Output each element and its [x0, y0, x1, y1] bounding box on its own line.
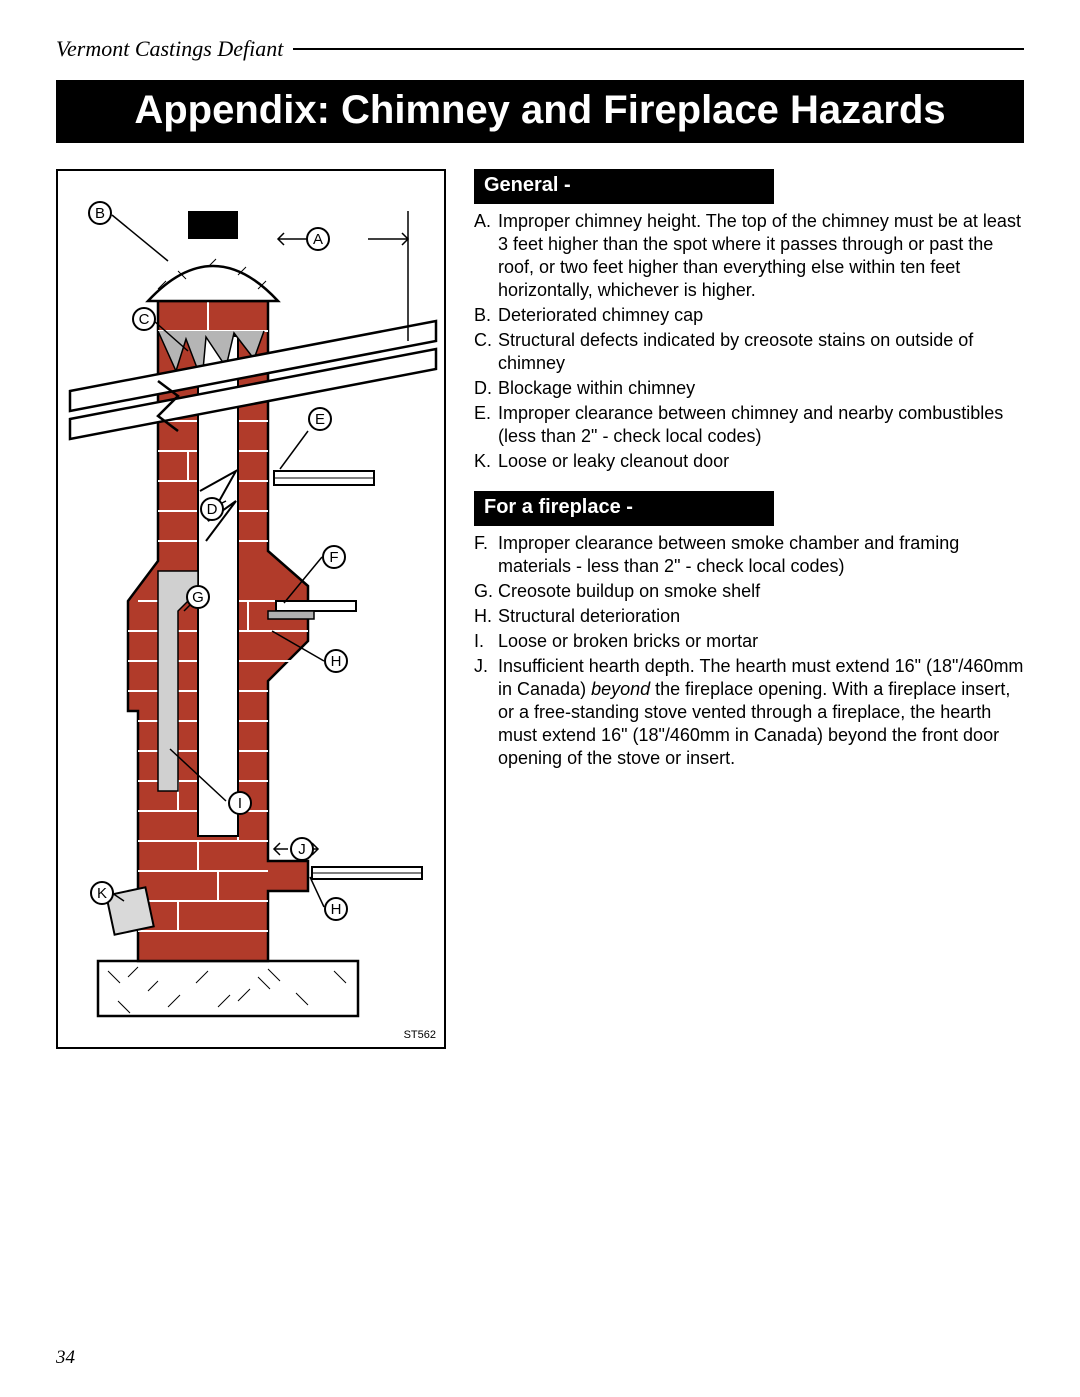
callout-f: F: [322, 545, 346, 569]
hazard-letter: D.: [474, 377, 498, 400]
general-item: B.Deteriorated chimney cap: [474, 304, 1024, 327]
text-column: General - A.Improper chimney height. The…: [474, 169, 1024, 788]
fireplace-item: F.Improper clearance between smoke chamb…: [474, 532, 1024, 578]
figure-column: A B C D E F G H I J K H ST562: [56, 169, 446, 1049]
general-item: C.Structural defects indicated by creoso…: [474, 329, 1024, 375]
fireplace-item: I.Loose or broken bricks or mortar: [474, 630, 1024, 653]
general-item: K.Loose or leaky cleanout door: [474, 450, 1024, 473]
callout-a: A: [306, 227, 330, 251]
hazard-text: Creosote buildup on smoke shelf: [498, 580, 1024, 603]
hazard-text: Structural defects indicated by creosote…: [498, 329, 1024, 375]
hazard-letter: F.: [474, 532, 498, 578]
hazard-text: Structural deterioration: [498, 605, 1024, 628]
hazard-text: Deteriorated chimney cap: [498, 304, 1024, 327]
hazard-text: Improper clearance between smoke chamber…: [498, 532, 1024, 578]
hazard-text: Insufficient hearth depth. The hearth mu…: [498, 655, 1024, 770]
hazard-letter: G.: [474, 580, 498, 603]
general-item: E.Improper clearance between chimney and…: [474, 402, 1024, 448]
fireplace-hazard-list: F.Improper clearance between smoke chamb…: [474, 532, 1024, 770]
figure-id: ST562: [404, 1029, 436, 1041]
hazard-text: Blockage within chimney: [498, 377, 1024, 400]
header-rule: [293, 48, 1024, 50]
section-heading-fireplace: For a fireplace -: [474, 491, 774, 526]
hazard-text: Improper chimney height. The top of the …: [498, 210, 1024, 302]
hazard-letter: J.: [474, 655, 498, 770]
page-title: Appendix: Chimney and Fireplace Hazards: [56, 80, 1024, 143]
chimney-diagram: [58, 171, 448, 1051]
running-head-row: Vermont Castings Defiant: [56, 36, 1024, 62]
hazard-text: Improper clearance between chimney and n…: [498, 402, 1024, 448]
hazard-letter: E.: [474, 402, 498, 448]
general-hazard-list: A.Improper chimney height. The top of th…: [474, 210, 1024, 473]
two-column-layout: ABCDEFGHIJKH ST562 General - A.Improper …: [56, 169, 1024, 1049]
hazard-letter: H.: [474, 605, 498, 628]
callout-b: B: [88, 201, 112, 225]
section-heading-general: General -: [474, 169, 774, 204]
hazard-text: Loose or leaky cleanout door: [498, 450, 1024, 473]
fireplace-item: J.Insufficient hearth depth. The hearth …: [474, 655, 1024, 770]
callout-i: I: [228, 791, 252, 815]
callout-d: D: [200, 497, 224, 521]
hazard-text: Loose or broken bricks or mortar: [498, 630, 1024, 653]
callout-e: E: [308, 407, 332, 431]
hazard-letter: A.: [474, 210, 498, 302]
running-head: Vermont Castings Defiant: [56, 36, 283, 62]
chimney-diagram-frame: A B C D E F G H I J K H ST562: [56, 169, 446, 1049]
callout-k: K: [90, 881, 114, 905]
callout-g: G: [186, 585, 210, 609]
callout-j: J: [290, 837, 314, 861]
hazard-letter: I.: [474, 630, 498, 653]
fireplace-item: G.Creosote buildup on smoke shelf: [474, 580, 1024, 603]
callout-h: H: [324, 897, 348, 921]
page-number: 34: [56, 1347, 75, 1369]
callout-h: H: [324, 649, 348, 673]
hazard-letter: K.: [474, 450, 498, 473]
general-item: A.Improper chimney height. The top of th…: [474, 210, 1024, 302]
general-item: D.Blockage within chimney: [474, 377, 1024, 400]
hazard-letter: C.: [474, 329, 498, 375]
hazard-letter: B.: [474, 304, 498, 327]
callout-c: C: [132, 307, 156, 331]
fireplace-item: H.Structural deterioration: [474, 605, 1024, 628]
